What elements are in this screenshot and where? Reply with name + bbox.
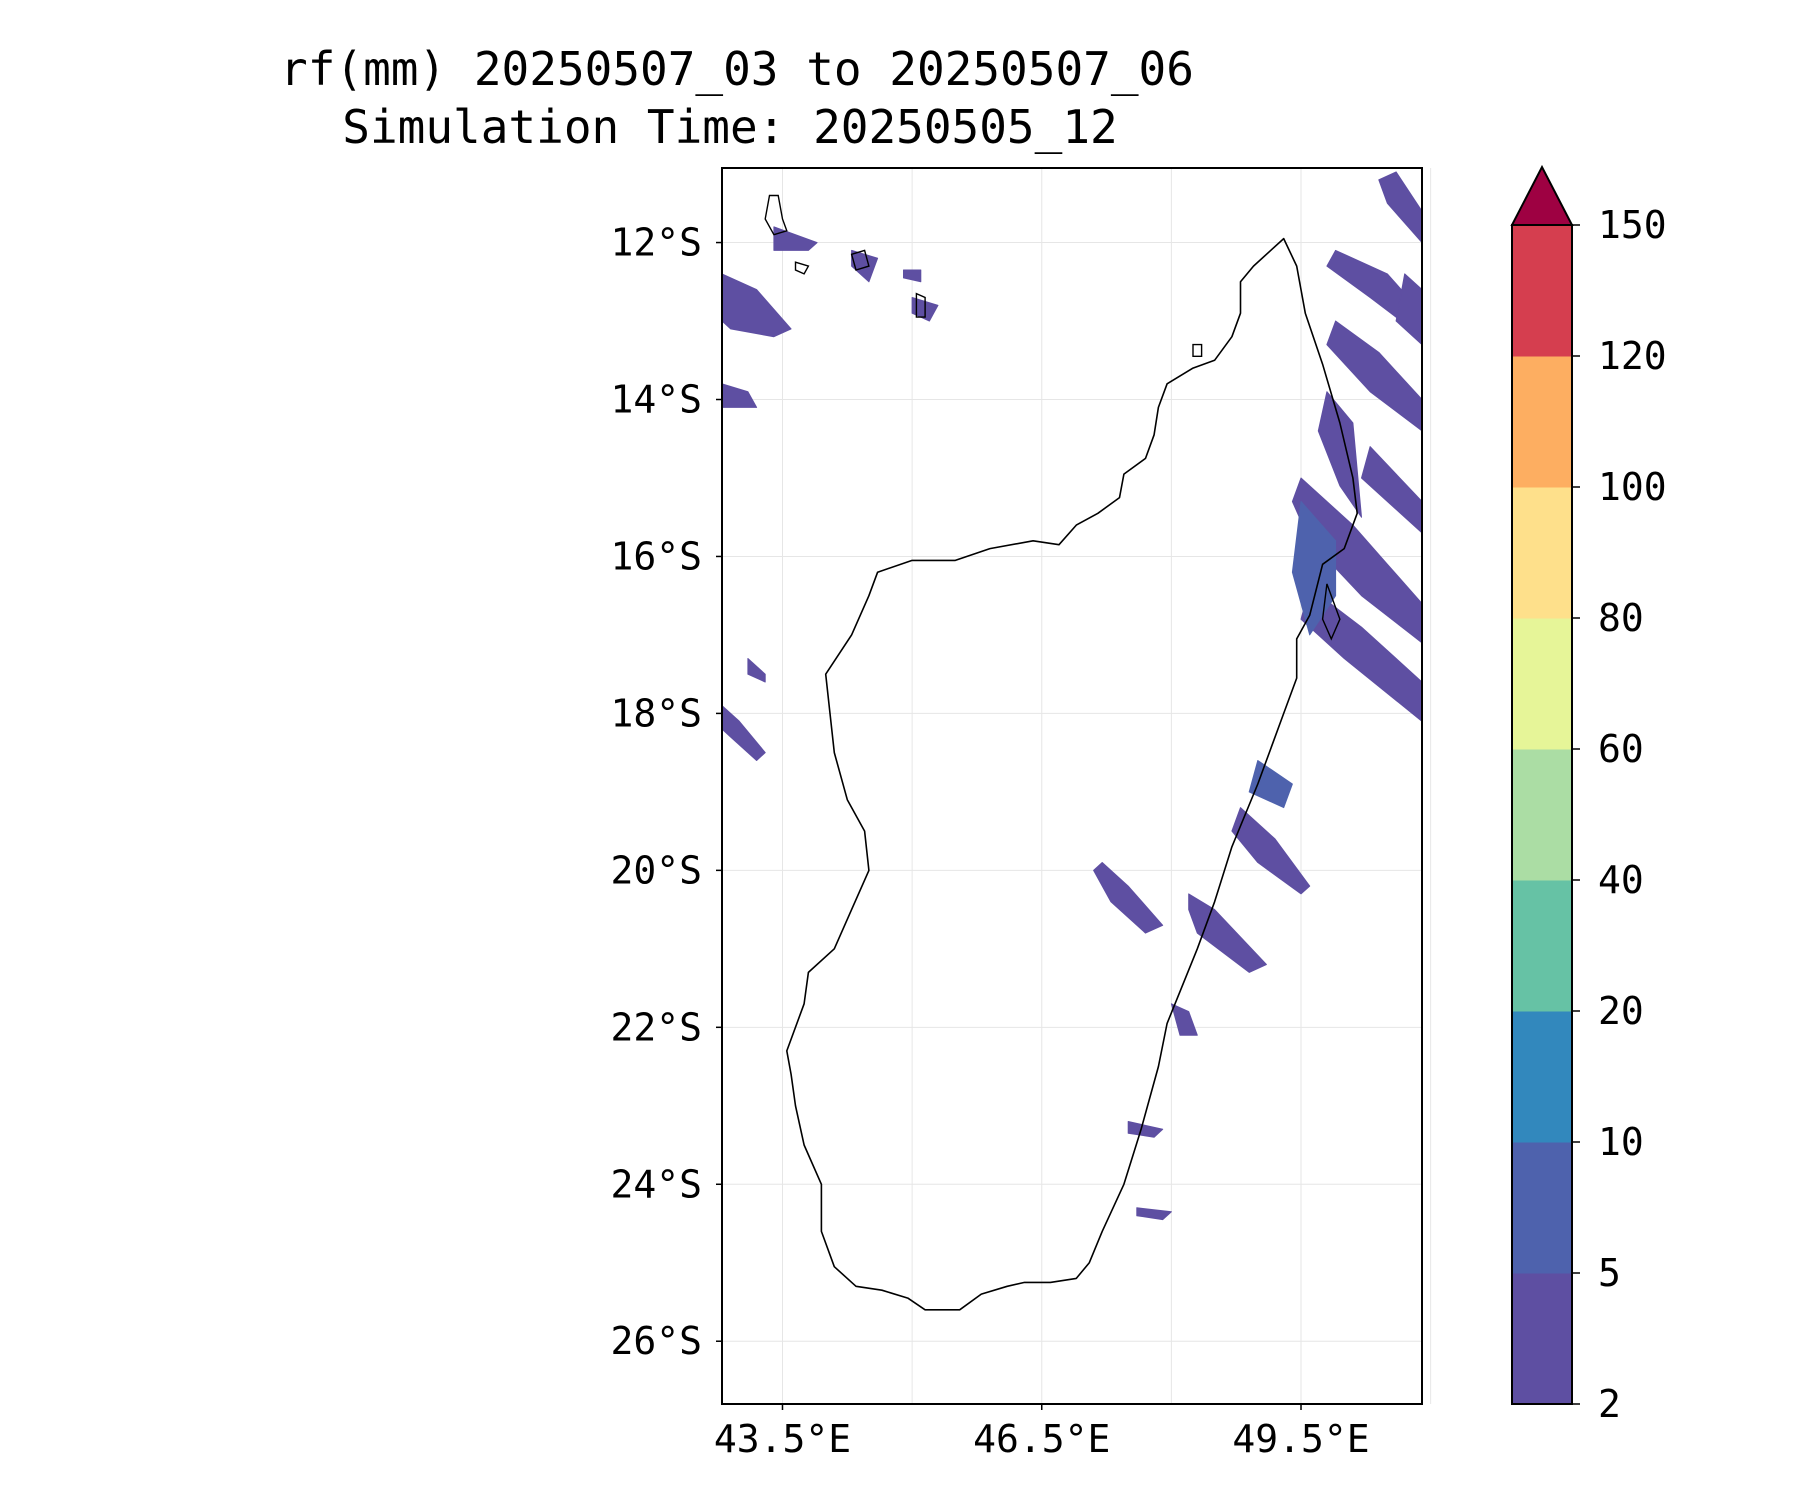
rain-cell: [1300, 587, 1422, 722]
rain-cell: [1248, 760, 1293, 809]
coastline-madagascar: [785, 237, 1358, 1311]
y-tick-label: 22°S: [610, 1005, 702, 1049]
rain-cell: [1326, 320, 1422, 432]
rain-cell: [722, 383, 758, 408]
coastline-island: [794, 261, 810, 275]
colorbar-bin: [1512, 618, 1572, 750]
longitude-axis: 43.5°E 46.5°E 49.5°E: [714, 1404, 1370, 1461]
y-tick-label: 16°S: [610, 534, 702, 578]
rainfall-contours: [722, 171, 1422, 1221]
y-tick-label: 18°S: [610, 691, 702, 735]
colorbar-tick-label: 40: [1598, 858, 1644, 902]
colorbar-bin: [1512, 749, 1572, 881]
chart-subtitle: Simulation Time: 20250505_12: [342, 100, 1118, 154]
colorbar-bin: [1512, 1142, 1572, 1274]
rain-cell: [1136, 1207, 1172, 1221]
coastline-island: [915, 292, 926, 318]
map-frame: [721, 167, 1423, 1405]
latitude-axis: 12°S 14°S 16°S 18°S 20°S 22°S 24°S 26°S: [610, 221, 722, 1363]
rain-cell: [773, 226, 818, 251]
rain-cell: [1361, 446, 1422, 534]
x-tick-label: 43.5°E: [714, 1417, 851, 1461]
colorbar-extend-arrow: [1510, 164, 1574, 226]
rain-cell: [1170, 1003, 1198, 1036]
y-tick-label: 24°S: [610, 1162, 702, 1206]
map-gridlines: [722, 168, 1432, 1404]
colorbar-tick-label: 2: [1598, 1382, 1621, 1426]
colorbar-bin: [1512, 225, 1572, 357]
rain-cell: [1188, 893, 1267, 973]
y-tick-label: 12°S: [610, 221, 702, 265]
rain-cell: [903, 269, 922, 283]
chart-title: rf(mm) 20250507_03 to 20250507_06: [280, 42, 1194, 96]
rain-cell: [1093, 862, 1164, 934]
y-tick-label: 26°S: [610, 1319, 702, 1363]
y-tick-label: 14°S: [610, 378, 702, 422]
rain-cell: [722, 273, 792, 338]
colorbar: 2 5 10 20 40 60 80 100 120 150: [1510, 164, 1667, 1426]
rain-cell: [1317, 391, 1362, 518]
colorbar-tick-label: 20: [1598, 989, 1644, 1033]
y-tick-label: 20°S: [610, 848, 702, 892]
rain-cell: [1231, 807, 1311, 895]
x-tick-label: 46.5°E: [973, 1417, 1110, 1461]
colorbar-bin: [1512, 487, 1572, 619]
colorbar-tick-label: 80: [1598, 596, 1644, 640]
rain-cell: [851, 249, 879, 283]
x-tick-label: 49.5°E: [1232, 1417, 1369, 1461]
colorbar-bin: [1512, 880, 1572, 1012]
colorbar-bin: [1512, 356, 1572, 488]
colorbar-tick-label: 100: [1598, 465, 1667, 509]
colorbar-bin: [1512, 1011, 1572, 1143]
rain-cell: [747, 658, 766, 683]
coastline-island: [850, 249, 870, 271]
coastline: [764, 194, 1358, 1311]
coastline-island: [764, 194, 788, 236]
colorbar-tick-label: 5: [1598, 1251, 1621, 1295]
colorbar-tick-label: 60: [1598, 727, 1644, 771]
rain-cell: [722, 705, 766, 761]
colorbar-tick-label: 150: [1598, 203, 1667, 247]
coastline-island: [1192, 343, 1203, 357]
rain-cell: [1395, 273, 1422, 346]
rain-cell: [1378, 171, 1422, 244]
rain-cell: [1127, 1121, 1164, 1138]
rain-cell: [1291, 477, 1422, 644]
colorbar-bin: [1512, 1273, 1572, 1405]
colorbar-tick-label: 10: [1598, 1120, 1644, 1164]
colorbar-frame: [1511, 224, 1573, 1405]
colorbar-tick-label: 120: [1598, 334, 1667, 378]
coastline-island: [1321, 583, 1341, 641]
